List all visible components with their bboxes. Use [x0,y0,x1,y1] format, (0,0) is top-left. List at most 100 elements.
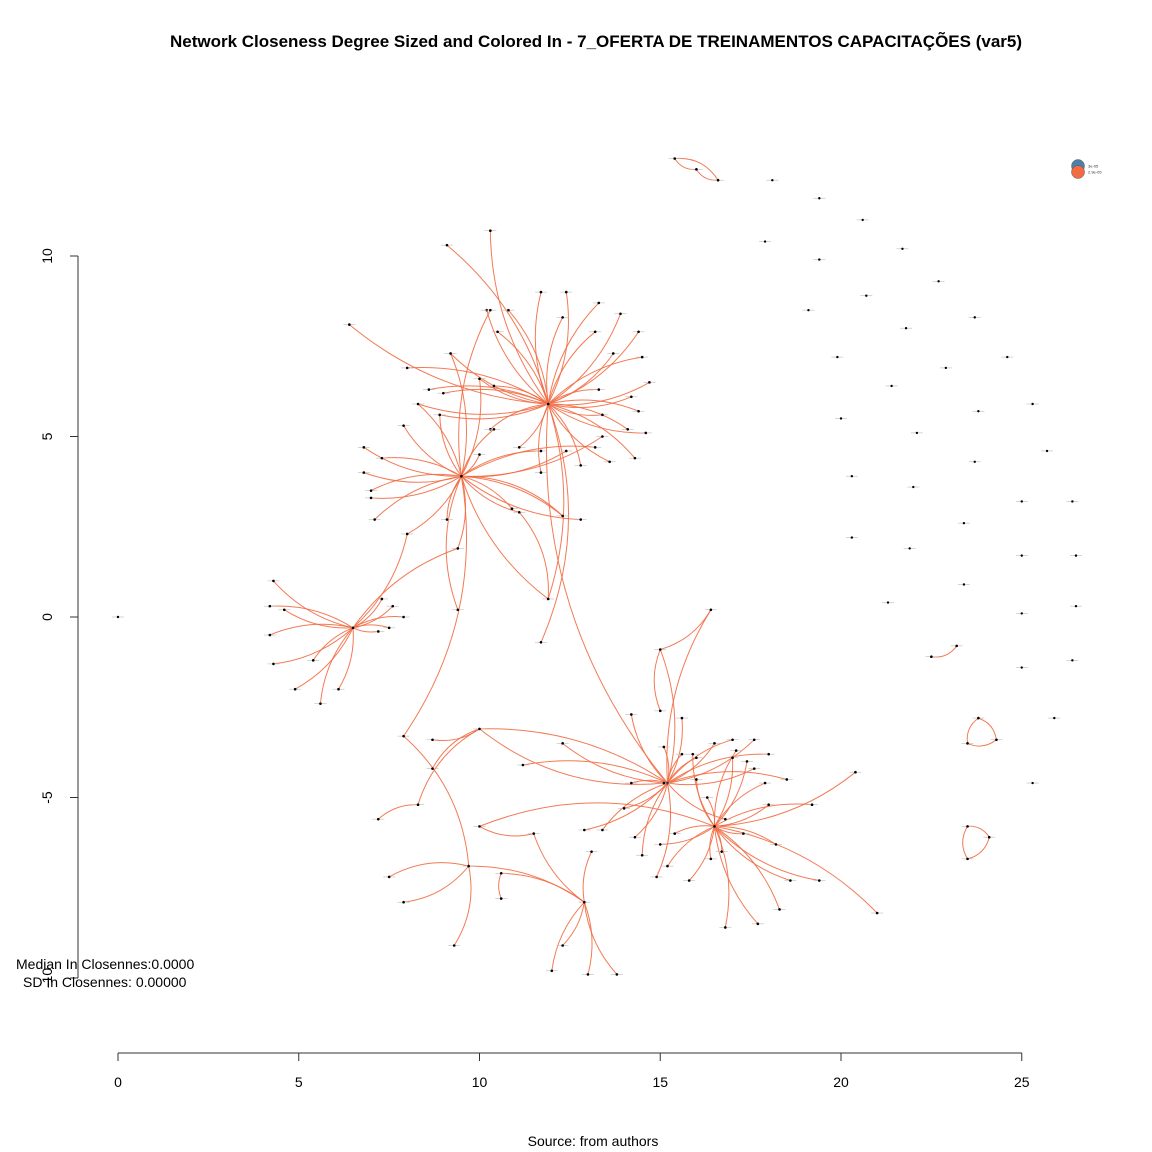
network-node [431,767,434,770]
edge-small-component [931,645,958,658]
edge-b [460,378,482,477]
isolate-node [912,485,915,489]
y-tick-label: 5 [39,432,55,440]
network-node [666,864,669,868]
network-node [640,853,644,857]
edge-c [338,627,354,690]
network-node [431,738,434,742]
edge-c [352,624,390,629]
network-node [640,355,644,359]
edge-link [388,862,469,878]
network-node [499,897,503,900]
network-node [561,316,564,319]
edge-link [540,403,569,643]
y-tick-label: -10 [39,968,55,988]
edge-link [453,866,472,946]
network-node [756,922,760,926]
edge-c [269,623,354,636]
network-node [637,409,640,413]
isolate-node [1020,554,1023,557]
network-node [478,453,481,456]
network-node [930,655,933,659]
edge-b [461,475,520,513]
network-node [489,308,492,312]
edge-link [660,609,712,650]
network-node [622,807,626,810]
edge-small-component [967,739,997,747]
edge-f [583,902,593,975]
edge-link [432,728,480,769]
edge-e [714,825,777,845]
network-node [550,969,554,973]
edge-b [460,428,495,477]
edge-b [460,476,549,600]
network-node [416,803,420,807]
edge-b [363,446,462,477]
edge-d [666,609,712,784]
edge-e [695,779,715,827]
edge-b [363,472,462,483]
isolate-node [973,316,976,319]
network-node [875,911,879,915]
y-axis: -10 -5 0 5 10 [39,248,79,988]
network-node [272,579,275,583]
network-node [416,402,420,406]
edge-c [269,605,354,629]
network-node [633,835,637,839]
network-node [282,608,286,612]
edge-c [352,533,408,629]
network-node [695,778,698,781]
isolate-node [807,308,810,312]
network-node [499,872,503,875]
edge-b [458,309,491,477]
edge-e [692,754,715,827]
edge-f [533,833,585,903]
network-node [539,471,543,474]
edge-link [445,476,462,610]
network-node [348,323,351,326]
edge-d [562,743,668,784]
edge-b [461,445,596,477]
isolate-node [1031,781,1034,785]
network-node [731,756,734,760]
edge-c [352,598,383,629]
network-node [337,687,340,691]
isolate-node [904,327,908,330]
edge-a [407,366,549,405]
network-node [966,742,969,745]
edge-link [479,728,664,785]
isolate-node [1074,554,1078,557]
edge-c [312,627,354,661]
isolate-node [973,460,976,463]
network-node [380,456,384,460]
edge-a [547,302,600,405]
edge-link [403,735,470,867]
edge-d [601,782,668,831]
isolate-node [116,615,120,619]
edge-a [547,403,646,434]
network-node [391,604,395,608]
network-node [583,828,586,832]
network-node [402,615,405,619]
isolate-node [763,240,767,243]
network-node [586,973,590,976]
source-caption: Source: from authors [528,1133,659,1149]
network-node [456,608,460,612]
edge-b [370,473,462,492]
isolate-node [771,178,774,182]
edge-e [674,825,715,835]
network-node [478,377,481,381]
isolate-node [937,280,940,283]
network-node [510,507,514,511]
edge-e [714,826,791,881]
network-node [785,778,789,781]
network-node [268,604,272,608]
legend-swatch [1071,165,1085,179]
edge-b [446,475,462,520]
network-node [546,402,550,406]
x-tick-label: 20 [833,1074,849,1090]
legend: 3e-052.9e-05 [1071,159,1102,179]
y-tick-label: 10 [39,248,55,264]
network-node [966,857,969,861]
network-node [626,427,630,431]
